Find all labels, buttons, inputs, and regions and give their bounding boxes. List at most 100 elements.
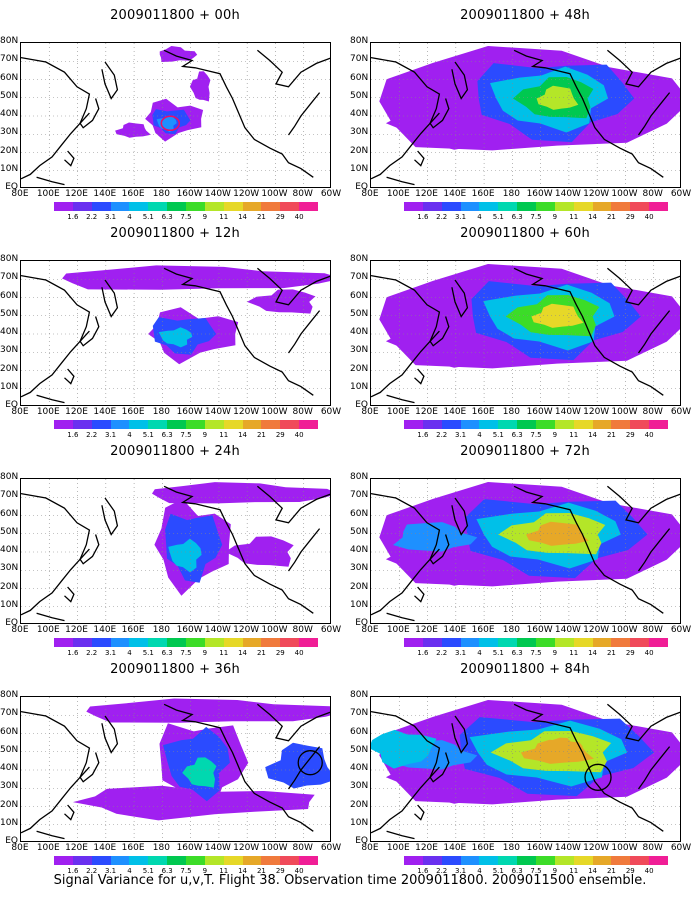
lon-tick-label: 60W <box>670 843 692 853</box>
colorbar-swatch <box>54 638 73 647</box>
lon-tick-label: 140E <box>93 843 117 853</box>
coastline <box>287 310 321 354</box>
colorbar-swatch <box>498 856 518 865</box>
colorbar-swatch <box>54 856 73 865</box>
coastline <box>386 176 415 186</box>
lon-tick-label: 80W <box>642 189 663 199</box>
lat-tick-label: 10N <box>350 817 369 828</box>
colorbar-swatch <box>167 420 187 429</box>
colorbar-label: 2.2 <box>86 431 98 439</box>
colorbar-swatch <box>72 856 92 865</box>
observation-circle <box>160 115 181 132</box>
lat-tick-label: 80N <box>350 472 369 482</box>
variance-shading <box>393 522 478 552</box>
lon-tick-label: 140W <box>204 189 231 199</box>
colorbar-swatch <box>404 638 423 647</box>
colorbar-label: 1.6 <box>417 867 429 875</box>
colorbar-swatch <box>422 856 442 865</box>
lat-tick-label: 30N <box>350 345 369 356</box>
lat-tick-label: 50N <box>350 308 369 319</box>
lat-tick-label: EQ <box>355 836 368 846</box>
variance-shading <box>547 737 583 756</box>
colorbar-label: 6.3 <box>161 213 173 221</box>
colorbar-swatch <box>148 202 168 211</box>
colorbar-label: 21 <box>256 431 266 439</box>
lon-tick-label: 160W <box>176 625 203 635</box>
coastline <box>414 368 425 385</box>
panel-title: 2009011800 + 60h <box>460 226 590 241</box>
lon-tick-label: 80E <box>11 189 29 199</box>
coastline <box>21 274 91 398</box>
colorbar-swatch <box>573 202 593 211</box>
lat-tick-label: 20N <box>350 363 369 374</box>
colorbar-label: 4 <box>477 867 482 875</box>
map-plot <box>20 260 331 406</box>
colorbar-swatch <box>299 638 319 647</box>
colorbar-swatch <box>148 856 168 865</box>
colorbar-swatch <box>441 856 461 865</box>
coastline <box>606 485 680 524</box>
lat-tick-label: EQ <box>355 618 368 628</box>
colorbar-label: 11 <box>219 867 229 875</box>
colorbar-swatch <box>110 856 130 865</box>
coastline <box>64 150 75 167</box>
lat-tick-label: 40N <box>0 763 19 773</box>
colorbar-swatch <box>110 202 130 211</box>
lat-tick-label: 60N <box>0 726 19 737</box>
lon-tick-label: 60W <box>670 407 692 417</box>
coastline <box>64 368 75 385</box>
panel-title: 2009011800 + 48h <box>460 8 590 23</box>
lat-tick-label: EQ <box>5 400 18 410</box>
colorbar-swatch <box>299 202 319 211</box>
colorbar-swatch <box>460 202 480 211</box>
lon-tick-label: 100W <box>611 407 638 417</box>
lon-tick-label: 140W <box>554 843 581 853</box>
colorbar-swatch <box>299 856 319 865</box>
coastline <box>64 586 75 603</box>
colorbar-swatch <box>299 420 319 429</box>
lon-tick-label: 80W <box>292 625 313 635</box>
lon-tick-label: 120W <box>583 625 610 635</box>
colorbar-label: 29 <box>625 213 635 221</box>
lat-tick-label: EQ <box>5 836 18 846</box>
colorbar-label: 5.1 <box>142 431 154 439</box>
variance-shading <box>182 757 217 788</box>
lat-tick-label: 40N <box>350 327 369 337</box>
coastline <box>606 267 680 306</box>
lon-tick-label: 140E <box>93 407 117 417</box>
lon-tick-label: 80E <box>11 625 29 635</box>
colorbar-label: 9 <box>202 649 208 657</box>
colorbar-label: 11 <box>569 867 579 875</box>
colorbar-label: 4 <box>127 213 132 221</box>
panel-title: 2009011800 + 00h <box>110 8 240 23</box>
lon-tick-label: 140W <box>554 407 581 417</box>
colorbar-label: 29 <box>275 649 285 657</box>
lon-tick-label: 120W <box>233 407 260 417</box>
map-plot <box>20 478 331 624</box>
variance-shading <box>168 538 202 573</box>
coastline <box>256 267 330 306</box>
lon-tick-label: 160W <box>176 407 203 417</box>
colorbar-label: 1.6 <box>417 213 429 221</box>
variance-shading <box>152 482 330 504</box>
colorbar-label: 7.5 <box>530 649 542 657</box>
colorbar <box>404 202 669 211</box>
lat-tick-label: 80N <box>350 690 369 700</box>
lon-tick-label: 120W <box>233 189 260 199</box>
lon-tick-label: 140E <box>93 189 117 199</box>
lon-tick-label: 60W <box>320 625 342 635</box>
colorbar-label: 9 <box>552 431 558 439</box>
colorbar-swatch <box>422 638 442 647</box>
lon-tick-label: 100E <box>36 843 60 853</box>
lon-tick-label: 180 <box>152 407 170 417</box>
lon-tick-label: 60W <box>320 843 342 853</box>
colorbar-swatch <box>517 856 537 865</box>
panel-title: 2009011800 + 36h <box>110 662 240 677</box>
lon-tick-label: 60W <box>320 407 342 417</box>
lon-tick-label: 140E <box>443 625 467 635</box>
colorbar-swatch <box>167 638 187 647</box>
lat-tick-label: 30N <box>0 563 19 574</box>
lon-tick-label: 120E <box>65 189 88 199</box>
variance-shading <box>247 289 316 314</box>
lon-tick-label: 80E <box>361 189 379 199</box>
